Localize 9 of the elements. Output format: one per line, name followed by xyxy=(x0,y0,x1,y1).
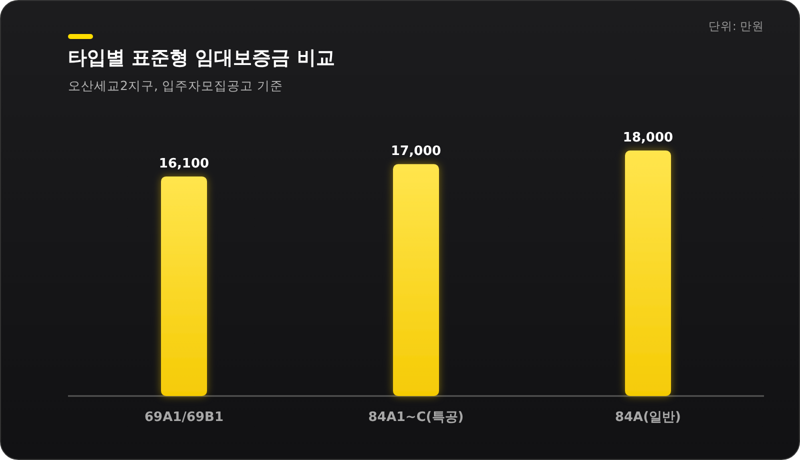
text: 단위: 만원 xyxy=(708,19,764,33)
data-label: 16,100 xyxy=(158,156,210,172)
x-tick-label: 84A(일반) xyxy=(614,410,682,425)
data-label: 18,000 xyxy=(622,130,674,146)
chart-title: 타입별 표준형 임대보증금 비교 xyxy=(68,47,335,69)
data-label: 17,000 xyxy=(390,144,442,160)
x-tick-label: 69A1/69B1 xyxy=(144,410,224,425)
chart-subtitle: 오산세교2지구, 입주자모집공고 기준 xyxy=(68,78,283,93)
x-tick-label: 84A1~C(특공) xyxy=(368,410,464,425)
